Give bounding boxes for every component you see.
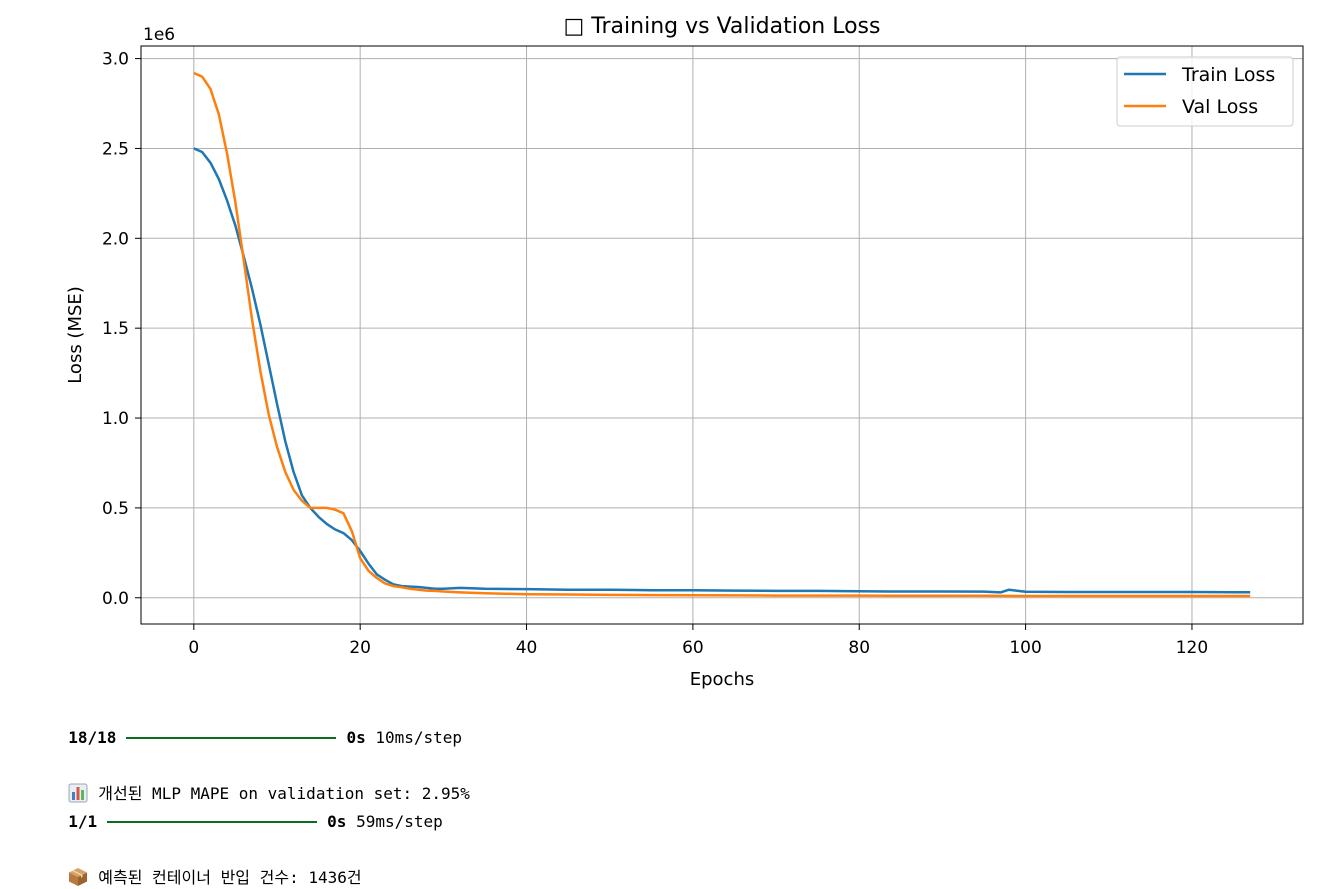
console-line-progress-1: 18/18 0s 10ms/step [49,708,462,748]
x-tick-label: 80 [848,638,870,658]
progress-time: 0s [346,728,366,747]
progress-bar [107,820,318,823]
progress-count: 1/1 [68,812,98,831]
console-line-mape: 개선된 MLP MAPE on validation set: 2.95% [49,764,470,805]
series-layer [193,71,1251,598]
x-axis-label: Epochs [690,669,755,690]
x-ticks: 0 20 40 60 80 100 120 [188,624,1208,658]
y-axis-label: Loss (MSE) [65,286,86,384]
plot-frame [140,45,1304,625]
x-tick-label: 20 [349,638,371,658]
legend-label-train-loss: Train Loss [1181,64,1275,86]
progress-count: 18/18 [68,728,117,747]
legend-label-val-loss: Val Loss [1182,96,1258,118]
console-line-prediction: 예측된 컨테이너 반입 건수: 1436건 [49,848,362,889]
progress-bar [126,736,337,739]
series-line-val-loss [193,71,1251,598]
y-tick-label: 0.5 [102,499,129,519]
y-tick-label: 1.5 [102,319,129,339]
y-tick-label: 2.0 [102,229,129,249]
y-offset-label: 1e6 [143,25,175,45]
x-tick-label: 60 [682,638,704,658]
x-grid [193,46,1193,624]
y-ticks: 0.0 0.5 1.0 1.5 2.0 2.5 3.0 [102,50,141,609]
plot-background [141,46,1303,624]
y-tick-label: 3.0 [102,50,129,70]
bar-chart-icon [68,783,88,802]
progress-rate: 10ms/step [365,728,463,747]
x-tick-label: 0 [188,638,199,658]
legend: Train Loss Val Loss [1116,56,1294,127]
console-line-progress-2: 1/1 0s 59ms/step [49,792,443,832]
progress-time: 0s [327,812,347,831]
y-tick-label: 1.0 [102,409,129,429]
y-grid [141,58,1303,599]
chart-title: □ Training vs Validation Loss [564,14,881,39]
series-line-train-loss [193,147,1251,594]
package-icon [69,867,88,886]
mape-text: 개선된 MLP MAPE on validation set: 2.95% [98,784,470,803]
x-tick-label: 120 [1176,638,1208,658]
y-tick-label: 2.5 [102,139,129,159]
x-tick-label: 100 [1009,638,1041,658]
y-tick-label: 0.0 [102,589,129,609]
x-tick-label: 40 [516,638,538,658]
prediction-text: 예측된 컨테이너 반입 건수: 1436건 [98,868,362,887]
loss-chart: 0 20 40 60 80 100 120 0.0 0.5 1.0 1.5 2.0 2.5 3.0 □ … [65,14,1304,690]
progress-rate: 59ms/step [346,812,443,831]
